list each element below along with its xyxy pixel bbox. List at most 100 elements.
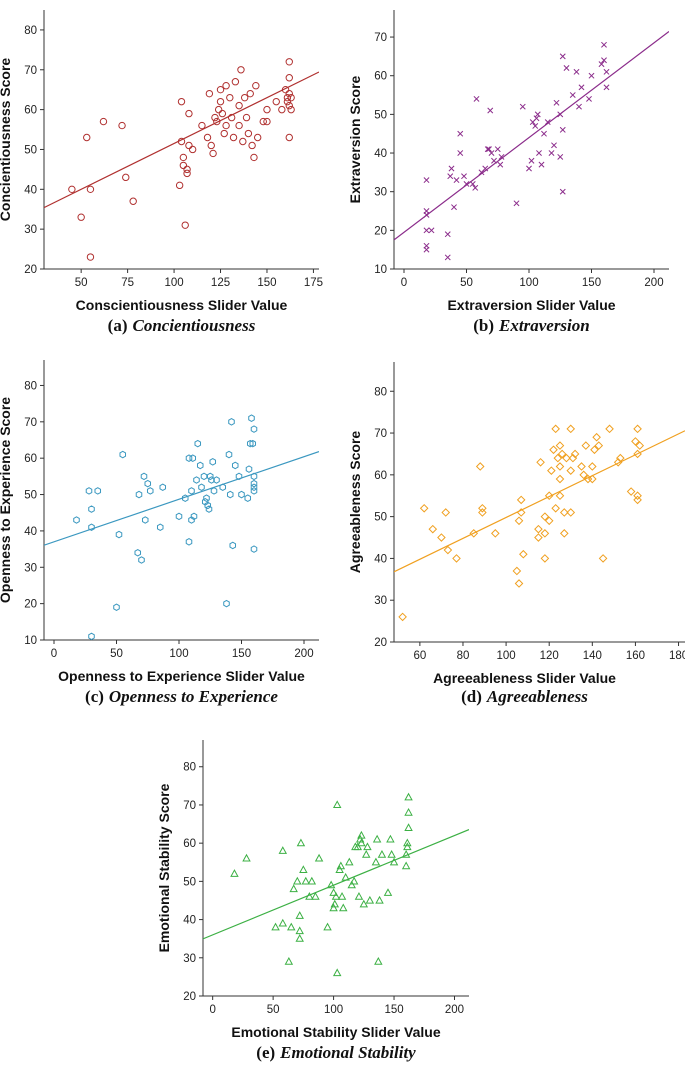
data-point (86, 253, 95, 261)
data-point (541, 130, 547, 137)
data-point (423, 227, 430, 234)
data-point (631, 437, 640, 446)
data-point (278, 918, 288, 927)
data-point (138, 556, 145, 564)
data-point (331, 892, 341, 900)
data-point (94, 487, 102, 495)
data-point (283, 93, 292, 102)
data-point (213, 117, 221, 126)
data-point (259, 117, 267, 126)
data-point (144, 479, 152, 488)
data-point (516, 508, 526, 517)
data-point (329, 888, 338, 896)
y-tick-label: 70 (374, 428, 387, 440)
data-point (204, 501, 212, 510)
data-point (83, 133, 91, 142)
caption-name: Extraversion (498, 316, 590, 335)
data-point (330, 899, 340, 908)
data-point (494, 146, 501, 153)
panel-caption: (e) Emotional Stability (256, 1043, 416, 1062)
data-point (122, 173, 130, 182)
data-point (206, 472, 214, 481)
data-point (88, 523, 95, 532)
data-point (349, 876, 359, 885)
x-tick-label: 50 (110, 648, 123, 660)
data-point (538, 161, 545, 168)
data-point (452, 554, 461, 563)
y-tick-label: 40 (24, 526, 37, 538)
data-point (347, 880, 356, 889)
data-point (250, 472, 258, 481)
data-point (115, 530, 123, 539)
data-point (329, 903, 338, 912)
y-tick-label: 70 (24, 65, 37, 77)
data-point (533, 115, 540, 122)
y-tick-label: 20 (24, 264, 37, 276)
data-point (534, 524, 543, 534)
y-tick-label: 80 (24, 25, 37, 37)
data-point (548, 150, 555, 156)
data-point (536, 150, 542, 156)
data-point (544, 119, 551, 126)
y-tick-label: 40 (24, 184, 37, 196)
data-point (598, 61, 605, 68)
data-point (423, 177, 430, 184)
data-point (555, 441, 565, 450)
x-tick-label: 100 (169, 648, 188, 660)
data-point (487, 107, 494, 114)
data-point (223, 599, 230, 608)
data-point (551, 424, 560, 434)
data-point (473, 95, 480, 102)
data-point (559, 188, 566, 195)
data-point (532, 123, 539, 129)
data-point (404, 807, 413, 816)
panel-c: 0 50 100 150 200 10 20 30 40 50 60 70 80 Openness to … (0, 360, 319, 706)
data-point (563, 65, 570, 71)
caption-name: Agreeableness (486, 687, 588, 706)
data-point (551, 142, 557, 149)
data-point (252, 82, 260, 90)
x-tick-label: 150 (384, 1004, 403, 1016)
data-point (68, 185, 76, 194)
y-tick-label: 10 (24, 635, 37, 647)
data-point (188, 487, 195, 495)
data-point (387, 849, 396, 858)
data-point (590, 445, 599, 455)
data-point (235, 472, 243, 481)
data-point (175, 181, 184, 190)
panel-a: 50 75 100 125 150 175 20 30 40 50 60 70 80 Conscienti… (0, 10, 323, 335)
data-point (245, 465, 253, 473)
x-tick-label: 150 (582, 277, 601, 289)
data-point (248, 141, 256, 150)
data-point (314, 853, 324, 862)
y-tick-label: 20 (183, 991, 196, 1003)
data-point (451, 204, 457, 211)
y-tick-label: 60 (24, 105, 37, 117)
y-tick-label: 70 (24, 417, 37, 429)
data-point (253, 133, 262, 142)
y-tick-label: 20 (374, 637, 387, 649)
x-tick-label: 50 (267, 1004, 280, 1016)
data-point (536, 457, 545, 467)
x-tick-label: 0 (209, 1004, 215, 1016)
data-point (250, 483, 258, 492)
y-tick-label: 20 (24, 599, 37, 611)
data-point (240, 93, 249, 102)
data-point (555, 491, 565, 501)
data-point (185, 109, 193, 118)
data-point (230, 869, 239, 877)
data-point (88, 632, 95, 641)
data-point (118, 121, 126, 130)
data-point (423, 242, 430, 249)
x-tick-label: 100 (519, 277, 538, 289)
data-point (203, 133, 212, 142)
data-point (88, 505, 95, 513)
y-tick-label: 60 (24, 453, 37, 465)
data-point (633, 449, 642, 459)
data-point (285, 58, 293, 66)
data-point (179, 153, 188, 162)
data-point (553, 99, 560, 106)
caption-name: Emotional Stability (279, 1043, 416, 1062)
data-point (293, 876, 302, 885)
